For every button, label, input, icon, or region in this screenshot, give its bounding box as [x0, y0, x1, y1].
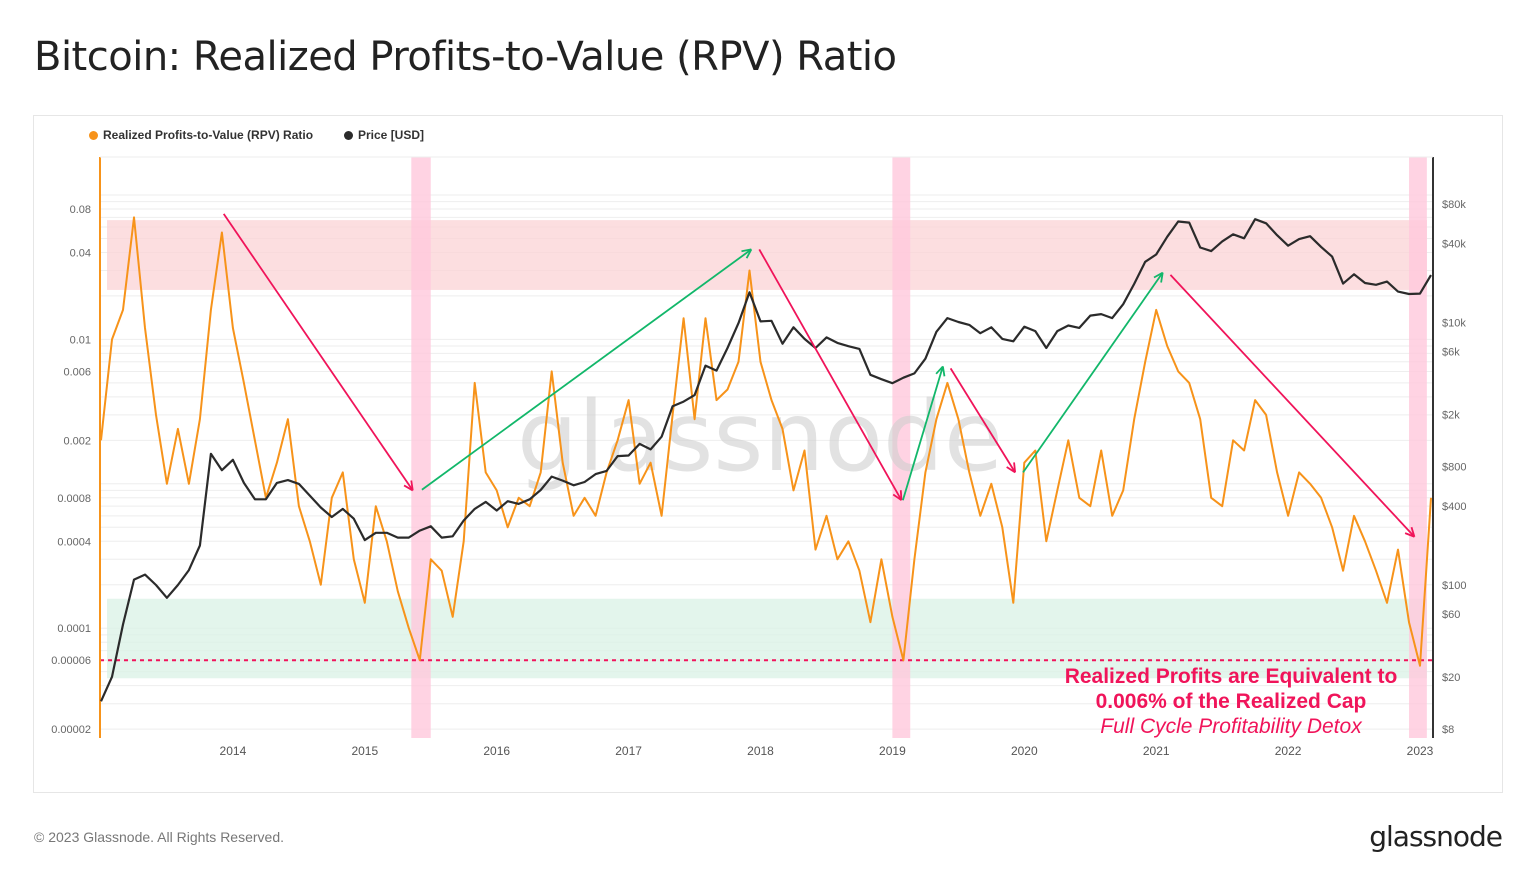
y-right-tick: $400 [1442, 501, 1466, 513]
x-tick: 2014 [220, 744, 247, 758]
y-left-tick: 0.0004 [57, 536, 91, 548]
arrow-shaft [421, 248, 752, 491]
chart-panel [33, 115, 1503, 793]
arrow-shaft [1169, 274, 1416, 538]
y-right-tick: $8 [1442, 724, 1454, 736]
trend-arrow-down [949, 367, 1017, 474]
y-left-tick: 0.00006 [51, 655, 91, 667]
y-right-tick: $20 [1442, 672, 1460, 684]
watermark: glassnode [517, 381, 1003, 493]
arrow-head-icon [1006, 466, 1016, 474]
y-left-tick: 0.08 [70, 204, 91, 216]
arrow-shaft [758, 248, 903, 501]
rpv-line [100, 216, 1432, 667]
x-tick: 2020 [1011, 744, 1038, 758]
y-left-tick: 0.00002 [51, 724, 91, 736]
arrow-head-icon [1153, 271, 1164, 279]
arrow-head-icon [741, 248, 752, 253]
arrow-shaft [902, 366, 944, 501]
y-right-tick: $800 [1442, 462, 1466, 474]
legend-dot-icon [344, 130, 353, 140]
arrow-head-icon [410, 480, 414, 491]
trend-arrow-down [1169, 274, 1416, 538]
arrow-head-icon [1410, 526, 1416, 537]
arrow-head-icon [1013, 462, 1017, 473]
arrow-shaft [949, 367, 1016, 473]
y-right-tick: $80k [1442, 199, 1466, 211]
capitulation-band [411, 157, 431, 738]
arrow-head-icon [935, 365, 944, 375]
legend-label: Price [USD] [358, 128, 425, 142]
arrow-shaft [1022, 272, 1164, 473]
x-tick: 2021 [1143, 744, 1170, 758]
arrow-head-icon [745, 248, 753, 259]
arrow-head-icon [892, 493, 902, 501]
arrow-head-icon [941, 366, 946, 377]
y-right-tick: $100 [1442, 580, 1466, 592]
annotation-line-3: Full Cycle Profitability Detox [1100, 715, 1363, 738]
legend-item-rpv[interactable]: Realized Profits-to-Value (RPV) Ratio [89, 128, 313, 142]
x-tick: 2023 [1407, 744, 1434, 758]
x-tick: 2015 [351, 744, 378, 758]
y-right-tick: $2k [1442, 409, 1460, 421]
glassnode-logo: glassnode [1369, 820, 1503, 853]
capitulation-band [892, 157, 911, 738]
y-right-tick: $60 [1442, 609, 1460, 621]
arrow-head-icon [403, 484, 414, 492]
y-right-tick: $10k [1442, 318, 1466, 330]
annotation-line-2: 0.006% of the Realized Cap [1096, 690, 1367, 713]
arrow-shaft [222, 213, 414, 491]
x-tick: 2019 [879, 744, 906, 758]
annotation-line-1: Realized Profits are Equivalent to [1065, 665, 1398, 688]
x-tick: 2018 [747, 744, 774, 758]
legend-item-price[interactable]: Price [USD] [344, 128, 424, 142]
price-line [99, 218, 1432, 702]
legend-dot-icon [89, 130, 98, 140]
arrow-head-icon [899, 490, 903, 501]
x-tick: 2022 [1275, 744, 1302, 758]
x-tick: 2017 [615, 744, 642, 758]
copyright: © 2023 Glassnode. All Rights Reserved. [34, 829, 285, 845]
zone-overheated [107, 220, 1427, 290]
y-left-tick: 0.04 [70, 247, 91, 259]
y-right-tick: $6k [1442, 347, 1460, 359]
capitulation-band [1409, 157, 1427, 738]
y-left-tick: 0.01 [70, 334, 91, 346]
arrow-head-icon [1404, 532, 1415, 538]
trend-arrow-down [758, 248, 903, 501]
y-left-tick: 0.002 [63, 435, 91, 447]
y-left-tick: 0.006 [63, 366, 91, 378]
trend-arrow-up [902, 365, 946, 501]
y-left-tick: 0.0001 [57, 623, 91, 635]
y-left-tick: 0.0008 [57, 493, 91, 505]
trend-arrow-up [421, 248, 753, 491]
zone-undervalued [107, 598, 1427, 679]
legend-label: Realized Profits-to-Value (RPV) Ratio [103, 128, 314, 142]
arrow-head-icon [1160, 272, 1164, 283]
x-tick: 2016 [483, 744, 510, 758]
page-title: Bitcoin: Realized Profits-to-Value (RPV)… [34, 34, 897, 80]
trend-arrow-down [222, 213, 414, 492]
trend-arrow-up [1022, 271, 1164, 473]
y-right-tick: $40k [1442, 239, 1466, 251]
